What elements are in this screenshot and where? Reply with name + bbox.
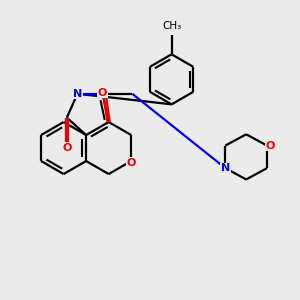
Text: O: O [62, 143, 71, 153]
Text: O: O [265, 141, 274, 151]
Text: O: O [98, 88, 107, 98]
Text: N: N [221, 163, 230, 173]
Text: O: O [127, 158, 136, 168]
Text: CH₃: CH₃ [162, 21, 181, 31]
Text: N: N [73, 89, 82, 99]
